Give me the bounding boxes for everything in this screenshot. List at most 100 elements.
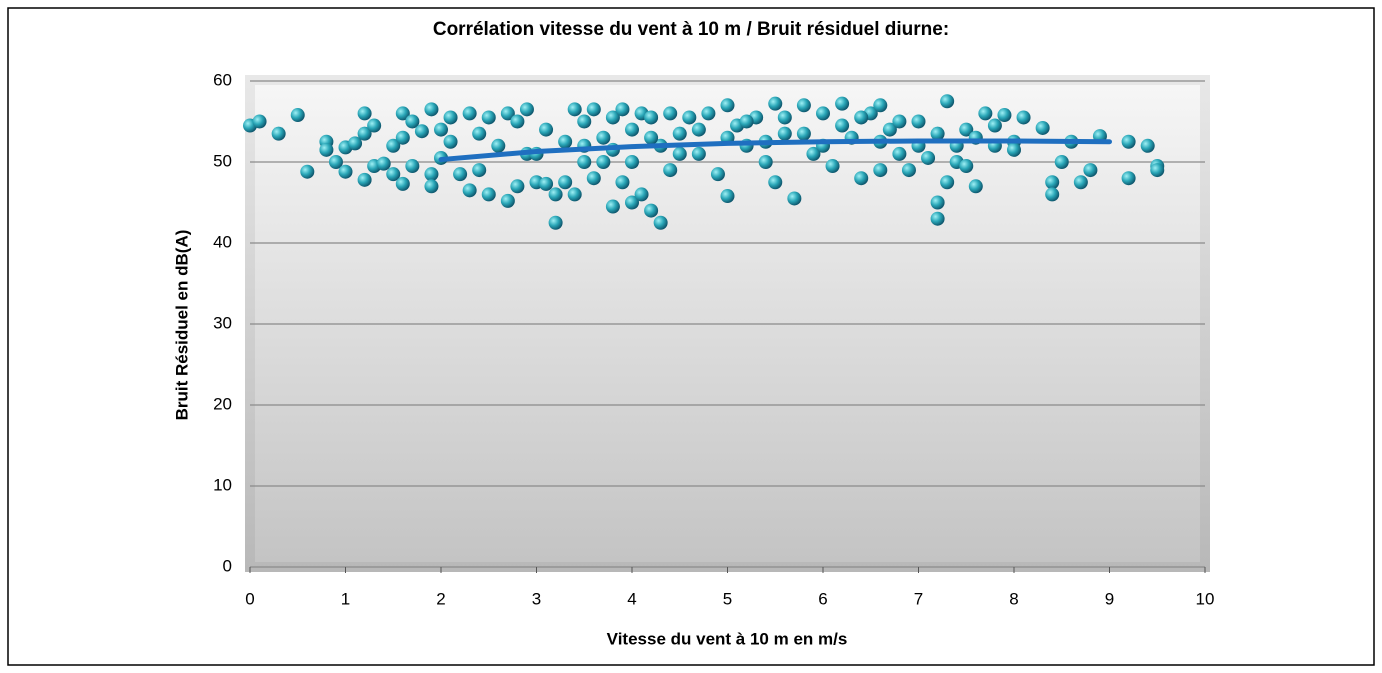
point [481, 110, 496, 125]
point [357, 172, 372, 187]
y-tick-label: 50 [213, 151, 232, 170]
point [462, 106, 477, 121]
point [691, 146, 706, 161]
y-tick-label: 0 [223, 556, 232, 575]
point [892, 114, 907, 129]
point [271, 126, 286, 141]
point [940, 175, 955, 190]
point [787, 191, 802, 206]
x-tick-label: 3 [532, 589, 541, 608]
point [395, 130, 410, 145]
point [1073, 175, 1088, 190]
point [854, 171, 869, 186]
x-tick-label: 2 [436, 589, 445, 608]
point [472, 163, 487, 178]
point [873, 163, 888, 178]
point [290, 108, 305, 123]
point [930, 211, 945, 226]
point [395, 106, 410, 121]
y-tick-label: 20 [213, 394, 232, 413]
point [443, 134, 458, 149]
point [376, 156, 391, 171]
point [997, 108, 1012, 123]
point [596, 155, 611, 169]
point [615, 102, 630, 117]
point [615, 175, 630, 190]
point [1150, 163, 1165, 178]
point [634, 187, 649, 202]
x-tick-label: 5 [723, 589, 732, 608]
point [1045, 175, 1060, 190]
point [386, 167, 401, 182]
point [1035, 120, 1050, 135]
point [367, 118, 382, 133]
point [548, 187, 563, 202]
point [968, 179, 983, 194]
point [453, 167, 468, 182]
point [567, 102, 582, 117]
point [300, 164, 315, 179]
point [558, 175, 573, 190]
point [405, 114, 420, 129]
x-tick-label: 0 [245, 589, 254, 608]
point [577, 114, 592, 129]
x-tick-label: 7 [914, 589, 923, 608]
point [625, 122, 639, 137]
point [510, 114, 525, 129]
trendline [438, 138, 1112, 163]
y-tick-label: 30 [213, 313, 232, 332]
point [901, 163, 916, 178]
point [414, 124, 429, 139]
point [758, 155, 773, 169]
x-tick-label: 6 [818, 589, 827, 608]
point [739, 114, 754, 129]
point [653, 215, 668, 230]
point [319, 142, 334, 157]
point [987, 118, 1002, 133]
point [720, 189, 735, 204]
point [796, 98, 811, 113]
point [443, 110, 458, 125]
chart-title: Corrélation vitesse du vent à 10 m / Bru… [433, 19, 949, 40]
point [978, 106, 993, 121]
point [605, 110, 620, 125]
x-axis-label: Vitesse du vent à 10 m en m/s [607, 629, 848, 648]
point [1121, 171, 1136, 186]
point [1140, 138, 1155, 153]
point [777, 110, 792, 125]
point [1054, 155, 1069, 169]
point [816, 106, 830, 121]
point [625, 155, 639, 169]
point [663, 163, 678, 178]
y-axis-label: Bruit Résiduel en dB(A) [172, 230, 191, 421]
point [1121, 134, 1136, 149]
point [500, 193, 515, 208]
point [663, 106, 678, 121]
frame [7, 7, 1375, 666]
point [873, 98, 888, 113]
point [357, 126, 372, 141]
point [586, 102, 601, 117]
y-tick-label: 10 [213, 475, 232, 494]
point [519, 102, 534, 117]
point [806, 146, 821, 161]
point [835, 118, 850, 133]
point [510, 179, 525, 194]
point [701, 106, 716, 121]
point [424, 167, 439, 182]
x-tick-label: 9 [1105, 589, 1114, 608]
point [348, 136, 363, 151]
point [672, 126, 687, 141]
point [596, 130, 611, 145]
point [691, 122, 706, 137]
point [500, 106, 515, 121]
point [424, 102, 439, 117]
point [930, 126, 945, 141]
point [911, 114, 926, 129]
point [825, 159, 840, 174]
point [481, 187, 496, 202]
y-tick-label: 40 [213, 232, 232, 251]
point [605, 199, 620, 214]
point [1007, 142, 1021, 157]
